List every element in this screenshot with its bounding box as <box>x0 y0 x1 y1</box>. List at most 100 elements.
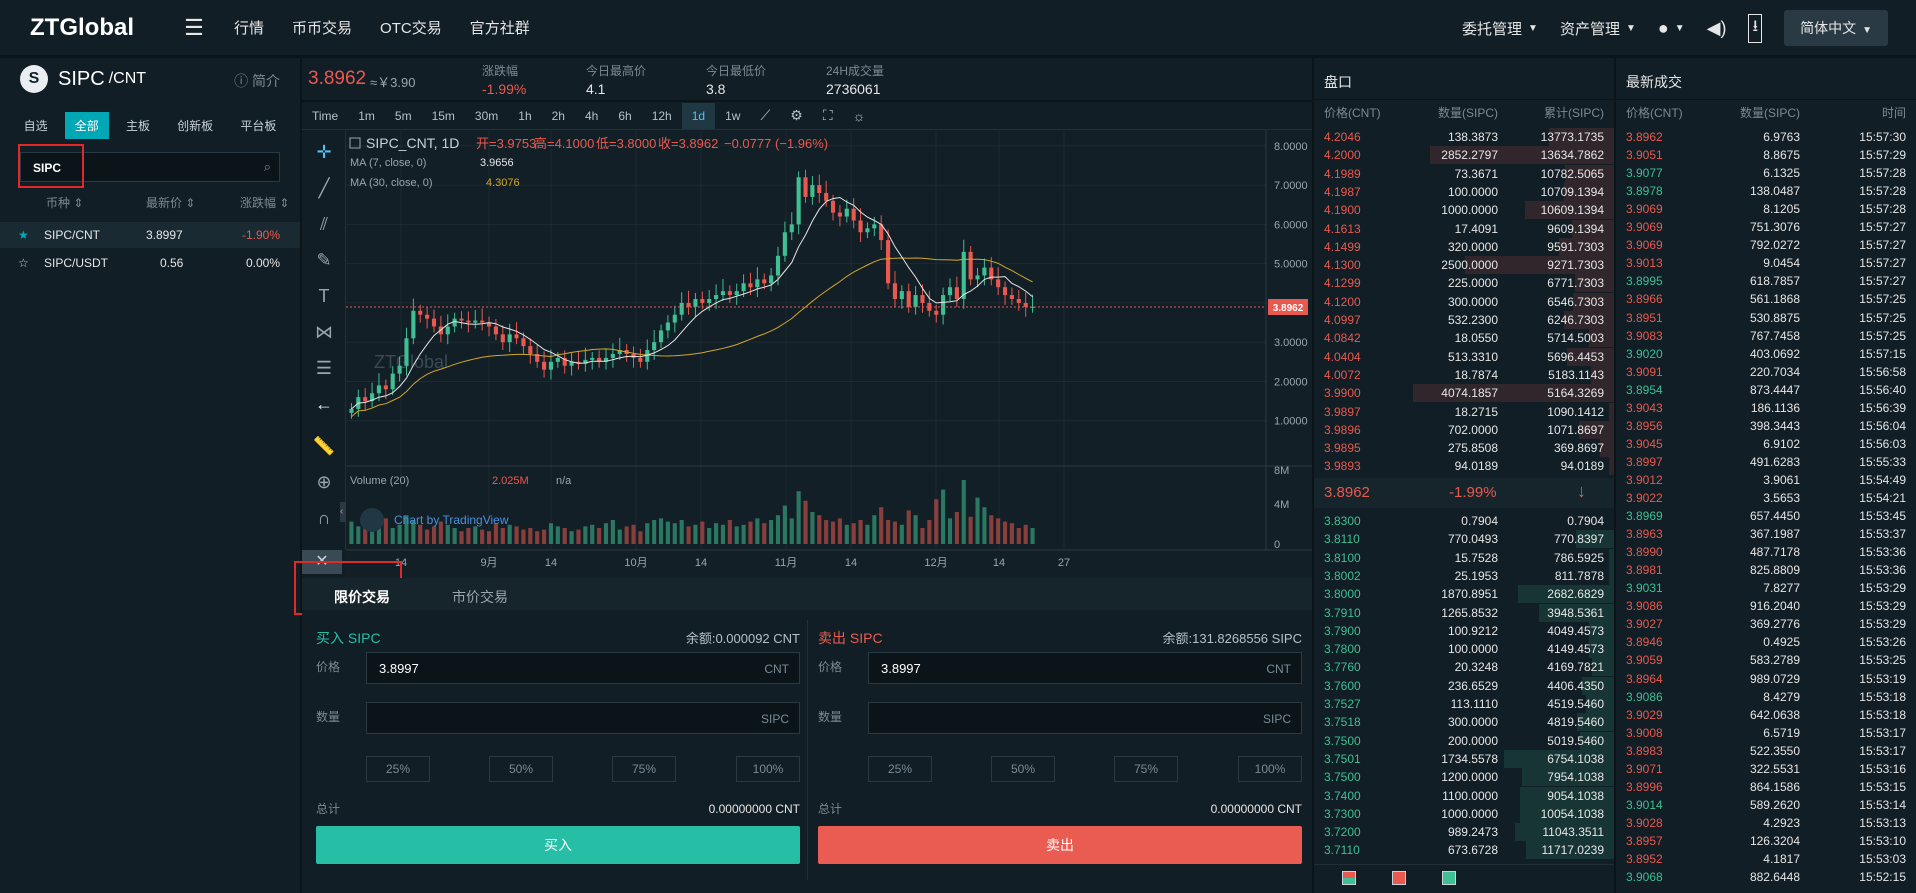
tab-limit-order[interactable]: 限价交易 <box>334 589 390 605</box>
asks-row[interactable]: 3.9900 4074.1857 5164.3269 <box>1314 384 1614 403</box>
col-coin[interactable]: 币种 ⇕ <box>46 196 84 210</box>
timeframe-1w[interactable]: 1w <box>725 108 741 123</box>
asks-row[interactable]: 4.0997 532.2300 6246.7303 <box>1314 311 1614 329</box>
sell-50-button[interactable]: 50% <box>991 756 1055 782</box>
timeframe-6h[interactable]: 6h <box>618 108 632 123</box>
col-change[interactable]: 涨跌幅 ⇕ <box>240 196 290 210</box>
user-menu[interactable]: ● ▼ <box>1658 18 1685 39</box>
sound-icon[interactable]: ◀) <box>1706 17 1727 38</box>
bids-row[interactable]: 3.7500 1200.0000 7954.1038 <box>1314 768 1614 787</box>
timeframe-2h[interactable]: 2h <box>551 108 565 123</box>
zoom-in-icon[interactable]: ⊕ <box>316 472 332 492</box>
bids-row[interactable]: 3.7110 673.6728 11717.0239 <box>1314 841 1614 860</box>
buy-100-button[interactable]: 100% <box>736 756 800 782</box>
bids-row[interactable]: 3.7527 113.1110 4519.5460 <box>1314 695 1614 713</box>
asks-row[interactable]: 4.1300 2500.0000 9271.7303 <box>1314 256 1614 275</box>
collapse-legend-icon[interactable] <box>349 137 361 149</box>
buy-quantity-input[interactable]: SIPC <box>366 702 800 734</box>
asks-row[interactable]: 4.0842 18.0550 5714.5003 <box>1314 329 1614 348</box>
asks-row[interactable]: 4.2046 138.3873 13773.1735 <box>1314 128 1614 146</box>
asks-row[interactable]: 3.9897 18.2715 1090.1412 <box>1314 402 1614 421</box>
asks-row[interactable]: 3.9895 275.8508 369.8697 <box>1314 439 1614 458</box>
ztglobal-logo[interactable]: ZTGlobal <box>0 0 160 56</box>
timeframe-4h[interactable]: 4h <box>584 108 599 123</box>
tab-favorites[interactable]: 自选 <box>23 118 48 133</box>
asks-row[interactable]: 4.1987 100.0000 10709.1394 <box>1314 182 1614 201</box>
timeframe-12h[interactable]: 12h <box>651 108 672 123</box>
star-icon[interactable]: ☆ <box>18 256 29 270</box>
language-select[interactable]: 简体中文 ▼ <box>1784 10 1888 46</box>
pattern-icon[interactable]: ⋈ <box>315 322 333 342</box>
view-asks-icon[interactable] <box>1392 871 1406 885</box>
search-input[interactable]: SIPC ⌕ <box>20 152 280 182</box>
nav-market[interactable]: 行情 <box>234 20 265 37</box>
bids-row[interactable]: 3.7900 100.9212 4049.4573 <box>1314 621 1614 640</box>
sell-75-button[interactable]: 75% <box>1114 756 1178 782</box>
timeframe-30m[interactable]: 30m <box>474 108 499 123</box>
tab-all[interactable]: 全部 <box>64 111 109 139</box>
sell-quantity-input[interactable]: SIPC <box>868 702 1302 734</box>
menu-icon[interactable]: ☰ <box>184 14 204 40</box>
brush-icon[interactable]: ✎ <box>316 250 332 270</box>
text-tool-icon[interactable]: T <box>318 286 330 306</box>
buy-price-input[interactable]: 3.8997 CNT <box>366 652 800 684</box>
bids-row[interactable]: 3.7518 300.0000 4819.5460 <box>1314 713 1614 732</box>
back-arrow-icon[interactable]: ← <box>315 394 333 414</box>
bids-row[interactable]: 3.8100 15.7528 786.5925 <box>1314 548 1614 567</box>
asset-management-menu[interactable]: 资产管理 ▼ <box>1560 18 1636 39</box>
order-management-menu[interactable]: 委托管理 ▼ <box>1462 18 1538 39</box>
fullscreen-icon[interactable]: ⛶ <box>822 107 833 123</box>
bids-row[interactable]: 3.7800 100.0000 4149.4573 <box>1314 640 1614 659</box>
bids-row[interactable]: 3.8002 25.1953 811.7878 <box>1314 566 1614 585</box>
asks-row[interactable]: 4.1200 300.0000 6546.7303 <box>1314 292 1614 311</box>
pitchfork-icon[interactable]: ⫽ <box>319 214 329 234</box>
view-both-icon[interactable] <box>1342 871 1356 885</box>
col-last-price[interactable]: 最新价 ⇕ <box>146 196 196 210</box>
buy-button[interactable]: 买入 <box>316 826 800 864</box>
star-icon[interactable]: ★ <box>18 228 29 242</box>
tab-market-order[interactable]: 市价交易 <box>452 589 508 605</box>
indicators-icon[interactable]: ⟋ <box>760 107 771 123</box>
buy-75-button[interactable]: 75% <box>612 756 676 782</box>
asks-row[interactable]: 4.1299 225.0000 6771.7303 <box>1314 274 1614 293</box>
asks-row[interactable]: 4.0404 513.3310 5696.4453 <box>1314 347 1614 366</box>
fib-icon[interactable]: ☰ <box>315 358 333 378</box>
asks-row[interactable]: 4.2000 2852.2797 13634.7862 <box>1314 146 1614 165</box>
magnet-icon[interactable]: ∩ <box>317 508 331 528</box>
timeframe-1m[interactable]: 1m <box>358 108 375 123</box>
buy-50-button[interactable]: 50% <box>489 756 553 782</box>
bids-row[interactable]: 3.8000 1870.8951 2682.6829 <box>1314 585 1614 604</box>
tab-innovation-board[interactable]: 创新板 <box>177 118 214 133</box>
sell-25-button[interactable]: 25% <box>868 756 932 782</box>
asks-row[interactable]: 4.0072 18.7874 5183.1143 <box>1314 365 1614 384</box>
download-icon[interactable]: ⭳ <box>1748 13 1763 43</box>
sell-price-input[interactable]: 3.8997 CNT <box>868 652 1302 684</box>
crosshair-icon[interactable]: ✛ <box>316 142 332 162</box>
sell-button[interactable]: 卖出 <box>818 826 1302 864</box>
nav-spot-trading[interactable]: 币币交易 <box>292 20 353 37</box>
asks-row[interactable]: 4.1499 320.0000 9591.7303 <box>1314 237 1614 256</box>
bids-row[interactable]: 3.7300 1000.0000 10054.1038 <box>1314 804 1614 823</box>
bids-row[interactable]: 3.7600 236.6529 4406.4350 <box>1314 676 1614 695</box>
asks-row[interactable]: 3.9896 702.0000 1071.8697 <box>1314 420 1614 439</box>
bids-row[interactable]: 3.7400 1100.0000 9054.1038 <box>1314 786 1614 805</box>
sell-100-button[interactable]: 100% <box>1238 756 1302 782</box>
timeframe-1h[interactable]: 1h <box>518 108 532 123</box>
toolbar-toggle[interactable]: ‹ <box>340 502 348 522</box>
asks-row[interactable]: 4.1989 73.3671 10782.5065 <box>1314 164 1614 183</box>
settings-icon[interactable]: ⚙ <box>790 107 803 123</box>
ruler-icon[interactable]: 📏 <box>312 436 336 456</box>
timeframe-1d[interactable]: 1d <box>681 102 716 129</box>
bids-row[interactable]: 3.7760 20.3248 4169.7821 <box>1314 658 1614 677</box>
view-bids-icon[interactable] <box>1442 871 1456 885</box>
market-row[interactable]: ★ SIPC/CNT 3.8997 -1.90% <box>0 222 300 248</box>
timeframe-5m[interactable]: 5m <box>394 108 412 123</box>
bids-row[interactable]: 3.7200 989.2473 11043.3511 <box>1314 823 1614 842</box>
bids-row[interactable]: 3.7500 200.0000 5019.5460 <box>1314 731 1614 750</box>
tab-main-board[interactable]: 主板 <box>125 118 150 133</box>
price-chart[interactable]: 8.00007.00006.00005.00004.00003.00002.00… <box>346 130 1312 580</box>
intro-link[interactable]: ⓘ 简介 <box>234 71 280 91</box>
search-icon[interactable]: ⌕ <box>263 159 271 174</box>
bids-row[interactable]: 3.7910 1265.8532 3948.5361 <box>1314 603 1614 622</box>
bids-row[interactable]: 3.8110 770.0493 770.8397 <box>1314 530 1614 549</box>
